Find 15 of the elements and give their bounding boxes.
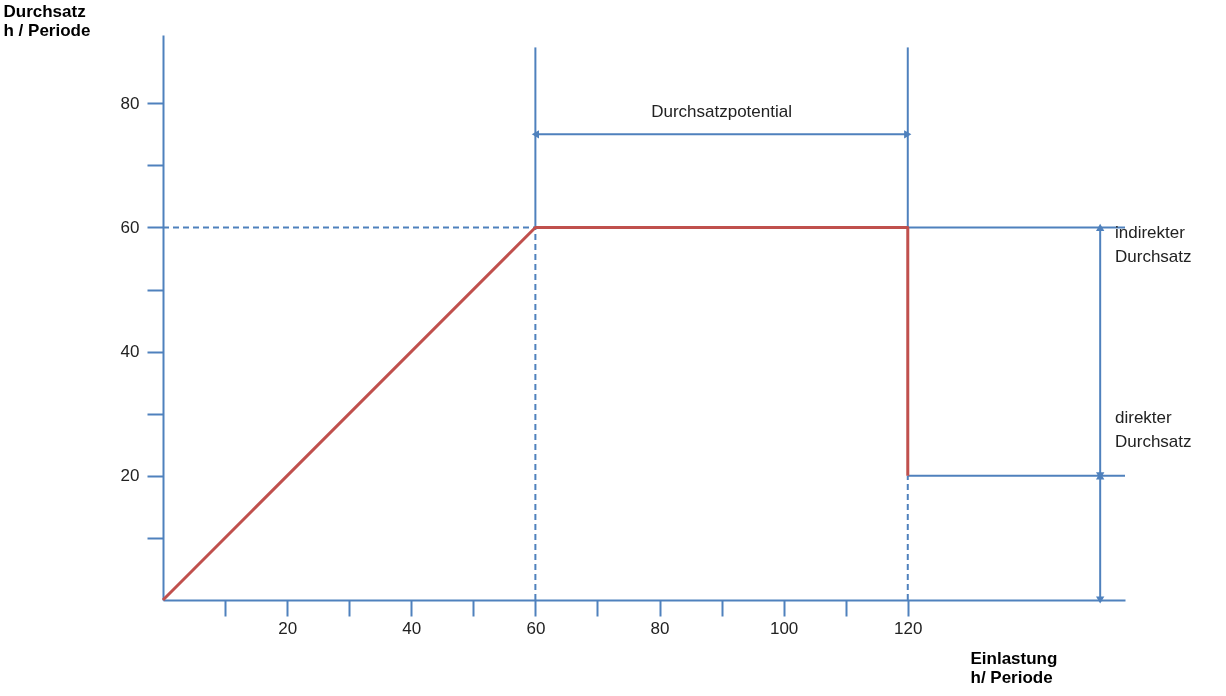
y-tick-label: 40 <box>120 342 140 362</box>
annotation: indirekter Durchsatz <box>1115 223 1192 266</box>
x-tick-label: 60 <box>526 618 546 638</box>
y-tick-label: 20 <box>120 466 140 486</box>
x-tick-label: 100 <box>769 618 799 638</box>
annotation: Durchsatzpotential <box>651 102 792 122</box>
y-axis-title: Durchsatz h / Periode <box>3 1 91 40</box>
x-tick-label: 40 <box>402 618 422 638</box>
x-tick-label: 80 <box>650 618 670 638</box>
x-tick-label: 120 <box>894 618 923 638</box>
y-tick-label: 80 <box>120 93 140 113</box>
annotation: direkter Durchsatz <box>1115 408 1192 451</box>
x-axis-title: Einlastung h/ Periode <box>970 648 1058 687</box>
x-tick-label: 20 <box>278 618 298 638</box>
y-tick-label: 60 <box>120 217 140 237</box>
